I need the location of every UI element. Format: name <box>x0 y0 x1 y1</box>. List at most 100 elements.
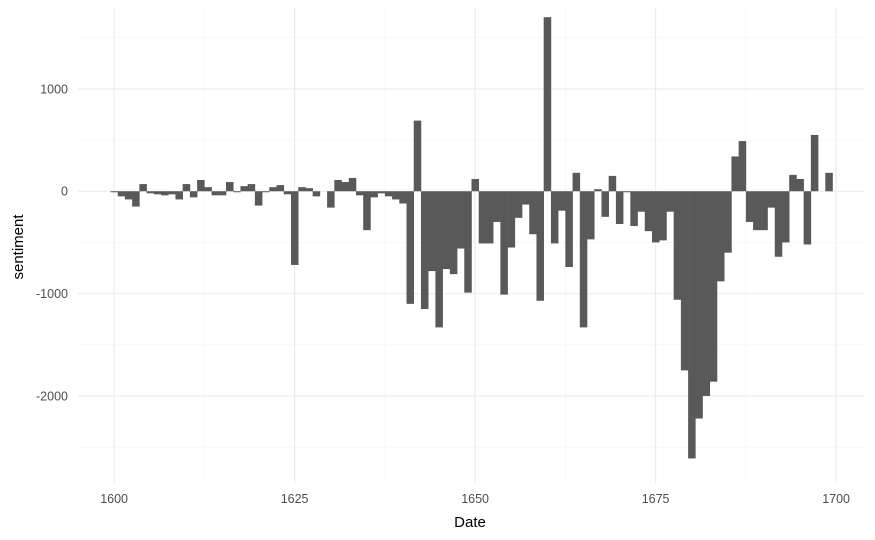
bar-1617 <box>233 191 241 193</box>
bar-1677 <box>666 191 674 212</box>
bar-1619 <box>247 184 256 192</box>
bar-1656 <box>514 191 523 218</box>
bar-1604 <box>139 184 147 192</box>
bar-1621 <box>262 191 270 193</box>
y-axis-title: sentiment <box>10 214 27 280</box>
bar-1644 <box>428 191 436 272</box>
bar-1620 <box>254 191 263 206</box>
bar-1671 <box>623 191 631 193</box>
bar-1649 <box>464 191 472 293</box>
bar-1692 <box>774 191 783 257</box>
y-tick-label: -1000 <box>36 287 68 301</box>
x-tick-label: 1650 <box>461 492 489 506</box>
bar-1670 <box>615 191 624 224</box>
y-axis-ticks: -2000 -1000 0 1000 <box>36 82 68 403</box>
bar-1639 <box>392 191 400 200</box>
bar-1624 <box>283 191 292 195</box>
bar-1659 <box>536 191 544 301</box>
bar-1608 <box>168 191 176 195</box>
bar-1640 <box>399 191 407 204</box>
bar-1615 <box>218 191 227 196</box>
bar-1652 <box>485 191 494 244</box>
x-tick-label: 1700 <box>822 492 850 506</box>
bar-1646 <box>442 191 451 270</box>
bar-1664 <box>572 172 581 192</box>
bar-1647 <box>449 191 458 275</box>
bar-1601 <box>117 191 126 197</box>
bar-1628 <box>312 191 321 197</box>
bar-1633 <box>348 177 357 192</box>
bar-1600 <box>110 191 119 193</box>
bar-1648 <box>457 191 465 249</box>
bar-1634 <box>355 191 364 196</box>
bar-1618 <box>240 186 248 192</box>
bar-1689 <box>753 191 761 231</box>
bar-1661 <box>550 191 559 244</box>
bar-1609 <box>175 191 183 200</box>
bar-1680 <box>688 191 696 459</box>
x-tick-label: 1675 <box>642 492 670 506</box>
bar-1605 <box>146 191 155 194</box>
bar-1651 <box>478 191 487 244</box>
bar-1636 <box>370 191 378 198</box>
bar-1694 <box>789 174 797 192</box>
bar-1683 <box>709 191 718 382</box>
bar-1657 <box>522 191 530 205</box>
bar-1610 <box>182 184 191 192</box>
bar-1655 <box>507 191 516 248</box>
bar-1613 <box>204 187 212 192</box>
bar-1616 <box>226 182 234 192</box>
y-tick-label: -2000 <box>36 389 68 403</box>
bar-1632 <box>341 182 350 192</box>
x-tick-label: 1600 <box>100 492 128 506</box>
bar-1603 <box>132 191 140 207</box>
bar-1627 <box>305 188 313 192</box>
y-tick-label: 0 <box>61 185 68 199</box>
bar-1623 <box>276 185 285 192</box>
bar-1666 <box>587 191 595 240</box>
bar-1642 <box>413 120 422 192</box>
bar-1612 <box>197 179 205 192</box>
bar-1674 <box>644 191 653 232</box>
bar-1662 <box>558 191 566 211</box>
x-axis-title: Date <box>454 514 486 531</box>
bar-1676 <box>659 191 667 241</box>
bar-1686 <box>731 156 739 192</box>
bar-1641 <box>406 191 415 304</box>
bar-1690 <box>760 191 768 231</box>
bar-1637 <box>377 191 386 194</box>
bar-1602 <box>124 191 133 200</box>
bar-1681 <box>695 191 703 419</box>
bar-1626 <box>298 187 306 192</box>
x-tick-label: 1625 <box>281 492 309 506</box>
bar-1630 <box>327 191 335 208</box>
bar-1611 <box>189 191 198 198</box>
bar-1685 <box>724 191 732 253</box>
bar-1673 <box>637 191 646 212</box>
bar-1691 <box>767 191 776 208</box>
bar-1663 <box>565 191 573 267</box>
bar-1658 <box>529 191 537 235</box>
bar-1695 <box>796 178 804 192</box>
bar-1675 <box>652 191 660 243</box>
bar-1679 <box>680 191 689 371</box>
bar-1614 <box>211 191 220 196</box>
bar-1693 <box>781 191 790 243</box>
y-tick-label: 1000 <box>40 82 68 96</box>
bar-1697 <box>810 134 819 192</box>
bar-1665 <box>579 191 588 328</box>
bar-1684 <box>716 191 725 282</box>
bar-1678 <box>673 191 682 300</box>
bar-1625 <box>291 191 299 265</box>
bar-1672 <box>630 191 638 227</box>
bar-1653 <box>493 191 501 222</box>
bar-1696 <box>803 191 812 245</box>
bar-1638 <box>384 191 393 197</box>
bar-1654 <box>500 191 508 295</box>
bar-1682 <box>702 191 711 396</box>
bar-1635 <box>363 191 371 231</box>
bar-1688 <box>745 191 754 222</box>
x-axis-ticks: 1600 1625 1650 1675 1700 <box>100 492 850 506</box>
bar-1607 <box>161 191 169 196</box>
